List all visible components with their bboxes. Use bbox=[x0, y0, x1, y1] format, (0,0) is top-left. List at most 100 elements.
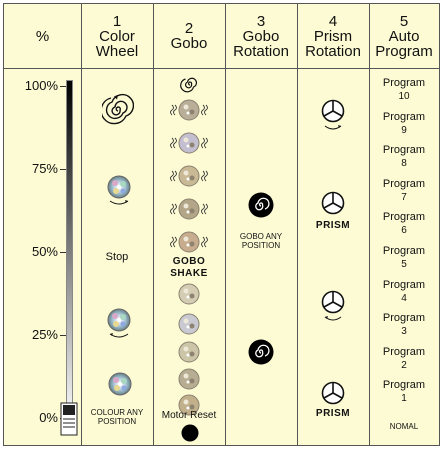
program-number: 10 bbox=[398, 91, 410, 102]
program-number: 8 bbox=[401, 158, 407, 170]
spiral-icon bbox=[102, 93, 134, 125]
program-label: Program bbox=[382, 77, 426, 89]
header-prism-rotation: 4 Prism Rotation bbox=[297, 4, 369, 68]
gobo-shake-icon bbox=[170, 165, 208, 187]
header-line: Gobo bbox=[170, 35, 208, 52]
gobo-shake-icon bbox=[170, 231, 208, 253]
header-line: Program bbox=[375, 42, 433, 60]
column-divider bbox=[369, 4, 370, 445]
rotating-gobo-icon bbox=[248, 192, 274, 218]
scale-tick bbox=[60, 169, 68, 170]
program-item: Program 7 bbox=[369, 178, 439, 204]
header-line: Gobo bbox=[242, 27, 280, 45]
column-divider bbox=[225, 4, 226, 445]
header-number: 5 bbox=[399, 12, 409, 30]
program-number: 6 bbox=[401, 225, 407, 237]
prism-label: PRISM bbox=[315, 408, 351, 419]
prism-icon bbox=[321, 290, 345, 321]
label-line: SHAKE bbox=[170, 268, 208, 279]
header-auto-program: 5 Auto Program bbox=[369, 4, 439, 68]
color-disc-icon bbox=[107, 308, 131, 338]
gobo-disc-icon bbox=[178, 368, 200, 390]
header-number: 4 bbox=[328, 12, 338, 30]
color-disc-icon bbox=[107, 175, 131, 205]
header-percent-label: % bbox=[35, 27, 50, 45]
nomal-label: NOMAL bbox=[389, 422, 419, 431]
program-label: Program bbox=[382, 312, 426, 325]
gobo-shake-icon bbox=[170, 198, 208, 220]
program-item: Program 9 bbox=[369, 111, 439, 137]
scale-tick bbox=[60, 86, 68, 87]
fader-track bbox=[66, 80, 73, 427]
gobo-disc-icon bbox=[178, 313, 200, 335]
gobo-shake-icon bbox=[170, 99, 208, 121]
header-divider bbox=[4, 68, 439, 69]
fader-knob-icon bbox=[60, 402, 78, 436]
stop-label: Stop bbox=[105, 251, 129, 263]
motor-reset-label: Motor Reset bbox=[161, 410, 217, 421]
program-number: 7 bbox=[401, 191, 407, 203]
program-item: Program 10 bbox=[369, 77, 439, 103]
header-line: Prism bbox=[313, 27, 353, 45]
program-label: Program bbox=[382, 177, 426, 190]
colour-any-position-label: COLOUR ANY POSITION bbox=[81, 408, 153, 426]
header-line: Wheel bbox=[95, 42, 139, 60]
scale-label: 0% bbox=[39, 410, 58, 425]
program-item: Program 1 bbox=[369, 379, 439, 405]
spiral-icon bbox=[180, 77, 198, 93]
program-item: Program 4 bbox=[369, 279, 439, 305]
header-gobo: 2 Gobo bbox=[153, 4, 225, 68]
header-number: 2 bbox=[184, 20, 194, 37]
color-disc-icon bbox=[108, 372, 132, 396]
column-divider bbox=[81, 4, 82, 445]
prism-icon bbox=[321, 191, 345, 215]
program-number: 5 bbox=[401, 259, 407, 270]
label-line: GOBO bbox=[172, 256, 206, 267]
program-number: 3 bbox=[401, 326, 407, 338]
scale-tick bbox=[60, 252, 68, 253]
column-divider bbox=[297, 4, 298, 445]
gobo-shake-icon bbox=[170, 132, 208, 154]
header-line: Auto bbox=[388, 27, 420, 45]
header-number: 1 bbox=[112, 12, 122, 30]
gobo-disc-icon bbox=[178, 394, 200, 416]
motor-reset-dot-icon bbox=[181, 424, 199, 442]
header-color-wheel: 1 Color Wheel bbox=[81, 4, 153, 68]
gobo-shake-label: GOBO SHAKE bbox=[153, 256, 225, 280]
header-line: Color bbox=[99, 27, 135, 45]
header-number: 3 bbox=[256, 12, 266, 30]
scale-label: 50% bbox=[31, 244, 58, 259]
program-item: Program 6 bbox=[369, 211, 439, 237]
prism-icon bbox=[321, 99, 345, 130]
gobo-disc-icon bbox=[178, 283, 200, 305]
header-line: Rotation bbox=[305, 42, 361, 60]
prism-icon bbox=[321, 381, 345, 405]
label-line: POSITION bbox=[97, 417, 137, 426]
label-line: POSITION bbox=[241, 241, 281, 250]
header-gobo-rotation: 3 Gobo Rotation bbox=[225, 4, 297, 68]
program-number: 4 bbox=[401, 292, 407, 304]
label-line: GOBO ANY bbox=[239, 232, 283, 241]
program-label: Program bbox=[382, 211, 426, 224]
program-label: Program bbox=[382, 278, 426, 291]
column-divider bbox=[153, 4, 154, 445]
scale-label: 75% bbox=[31, 161, 58, 176]
program-number: 9 bbox=[401, 124, 407, 136]
program-label: Program bbox=[382, 345, 426, 358]
program-item: Program 5 bbox=[369, 245, 439, 271]
program-number: 2 bbox=[401, 359, 407, 371]
header-line: Rotation bbox=[233, 42, 289, 60]
scale-tick bbox=[60, 335, 68, 336]
scale-label: 100% bbox=[24, 78, 58, 93]
scale-label: 25% bbox=[31, 327, 58, 342]
program-label: Program bbox=[382, 144, 426, 157]
program-item: Program 3 bbox=[369, 312, 439, 338]
program-label: Program bbox=[382, 110, 426, 123]
program-label: Program bbox=[382, 379, 426, 392]
program-label: Program bbox=[382, 245, 426, 257]
dmx-channel-chart: % 1 Color Wheel 2 Gobo 3 Gobo Rotation 4… bbox=[3, 3, 440, 446]
program-number: 1 bbox=[401, 393, 407, 405]
rotating-gobo-icon bbox=[248, 339, 274, 365]
program-item: Program 8 bbox=[369, 144, 439, 170]
gobo-disc-icon bbox=[178, 341, 200, 363]
